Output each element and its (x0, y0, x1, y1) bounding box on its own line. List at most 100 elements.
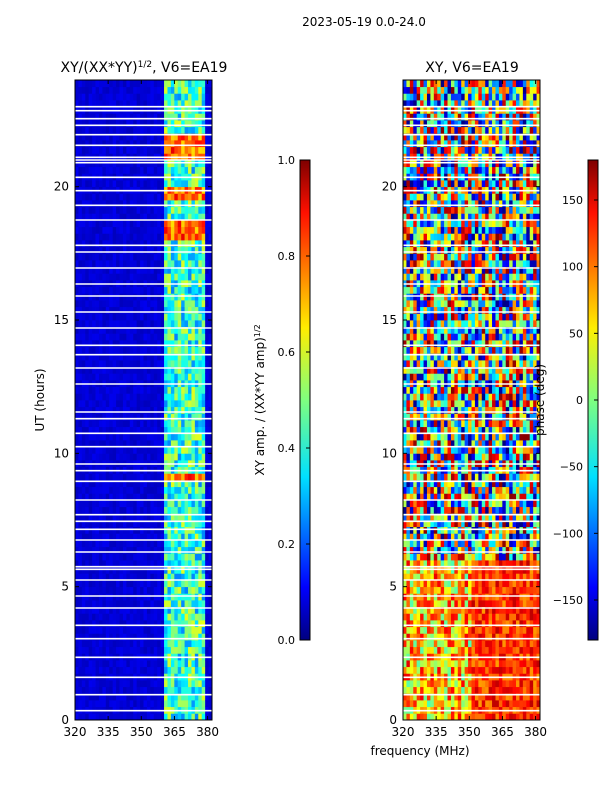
amplitude-cell (88, 266, 93, 274)
amplitude-cell (88, 620, 93, 628)
amplitude-cell (208, 366, 213, 374)
amplitude-cell (150, 560, 155, 568)
amplitude-cell (133, 133, 138, 141)
amplitude-cell (177, 513, 182, 521)
amplitude-cell (136, 713, 141, 721)
amplitude-cell (129, 700, 134, 708)
phase-cell (430, 260, 435, 268)
phase-cell (413, 193, 418, 201)
amplitude-cell (78, 433, 83, 441)
amplitude-cell (81, 533, 86, 541)
phase-cell (423, 640, 428, 648)
amplitude-cell (170, 600, 175, 608)
amplitude-cell (105, 626, 110, 634)
amplitude-cell (188, 626, 192, 634)
amplitude-cell (75, 440, 79, 448)
amplitude-cell (167, 513, 172, 521)
amplitude-cell (78, 346, 83, 354)
phase-cell (413, 440, 418, 448)
amplitude-cell (153, 353, 158, 361)
amplitude-cell (88, 660, 93, 668)
amplitude-cell (126, 626, 131, 634)
amplitude-cell (78, 306, 83, 314)
amplitude-cell (98, 333, 103, 341)
amplitude-cell (88, 93, 93, 101)
amplitude-cell (140, 560, 144, 568)
amplitude-cell (122, 146, 127, 154)
amplitude-cell (119, 433, 124, 441)
phase-cell (406, 473, 411, 481)
amplitude-cell (194, 93, 199, 101)
phase-cell (423, 680, 428, 688)
amplitude-cell (136, 586, 141, 594)
amplitude-cell (88, 126, 93, 134)
phase-cell (416, 400, 421, 408)
amplitude-cell (85, 613, 90, 621)
phase-cell (437, 246, 442, 254)
amplitude-cell (78, 360, 83, 368)
amplitude-cell (184, 446, 189, 454)
phase-cell (423, 206, 428, 214)
amplitude-cell (119, 246, 124, 254)
amplitude-cell (191, 126, 196, 134)
phase-cell (423, 693, 428, 701)
amplitude-cell (98, 473, 103, 481)
amplitude-cell (129, 533, 134, 541)
phase-cell (403, 180, 407, 188)
amplitude-cell (157, 453, 162, 461)
amplitude-cell (157, 346, 162, 354)
amplitude-cell (122, 246, 127, 254)
amplitude-cell (153, 493, 158, 501)
amplitude-cell (133, 366, 138, 374)
amplitude-cell (208, 426, 213, 434)
amplitude-cell (160, 140, 165, 148)
phase-cell (423, 313, 428, 321)
amplitude-cell (136, 386, 141, 394)
amplitude-cell (85, 600, 90, 608)
amplitude-cell (184, 220, 189, 228)
amplitude-cell (153, 700, 158, 708)
amplitude-cell (201, 293, 206, 301)
amplitude-cell (95, 646, 100, 654)
amplitude-cell (129, 433, 134, 441)
phase-cell (426, 100, 431, 108)
amplitude-cell (150, 233, 155, 241)
phase-cell (413, 666, 418, 674)
amplitude-cell (146, 606, 151, 614)
amplitude-cell (119, 393, 124, 401)
amplitude-cell (198, 426, 203, 434)
phase-cell (426, 453, 431, 461)
amplitude-cell (126, 646, 131, 654)
amplitude-cell (160, 300, 165, 308)
phase-cell (420, 266, 424, 274)
phase-cell (426, 326, 431, 334)
amplitude-cell (102, 246, 107, 254)
amplitude-cell (95, 253, 100, 261)
phase-title: XY, V6=EA19 (425, 60, 519, 76)
phase-cell (413, 493, 418, 501)
amplitude-cell (174, 160, 179, 168)
phase-cell (413, 600, 418, 608)
amplitude-cell (102, 640, 107, 648)
phase-cell (433, 400, 438, 408)
amplitude-cell (174, 373, 179, 381)
amplitude-cell (194, 713, 199, 721)
phase-cell (409, 260, 414, 268)
amplitude-cell (205, 546, 209, 554)
amplitude-cell (112, 573, 117, 581)
amplitude-cell (78, 113, 83, 121)
phase-cell (413, 240, 418, 248)
amplitude-cell (170, 353, 175, 361)
amplitude-cell (174, 266, 179, 274)
phase-cell (430, 286, 435, 294)
amplitude-cell (102, 260, 107, 268)
amplitude-cell (184, 666, 189, 674)
amplitude-cell (150, 386, 155, 394)
amplitude-cell (75, 446, 79, 454)
amplitude-cell (146, 113, 151, 121)
phase-cell (426, 546, 431, 554)
amplitude-cell (146, 493, 151, 501)
amplitude-cell (157, 373, 162, 381)
amplitude-cell (146, 613, 151, 621)
amplitude-cell (122, 626, 127, 634)
